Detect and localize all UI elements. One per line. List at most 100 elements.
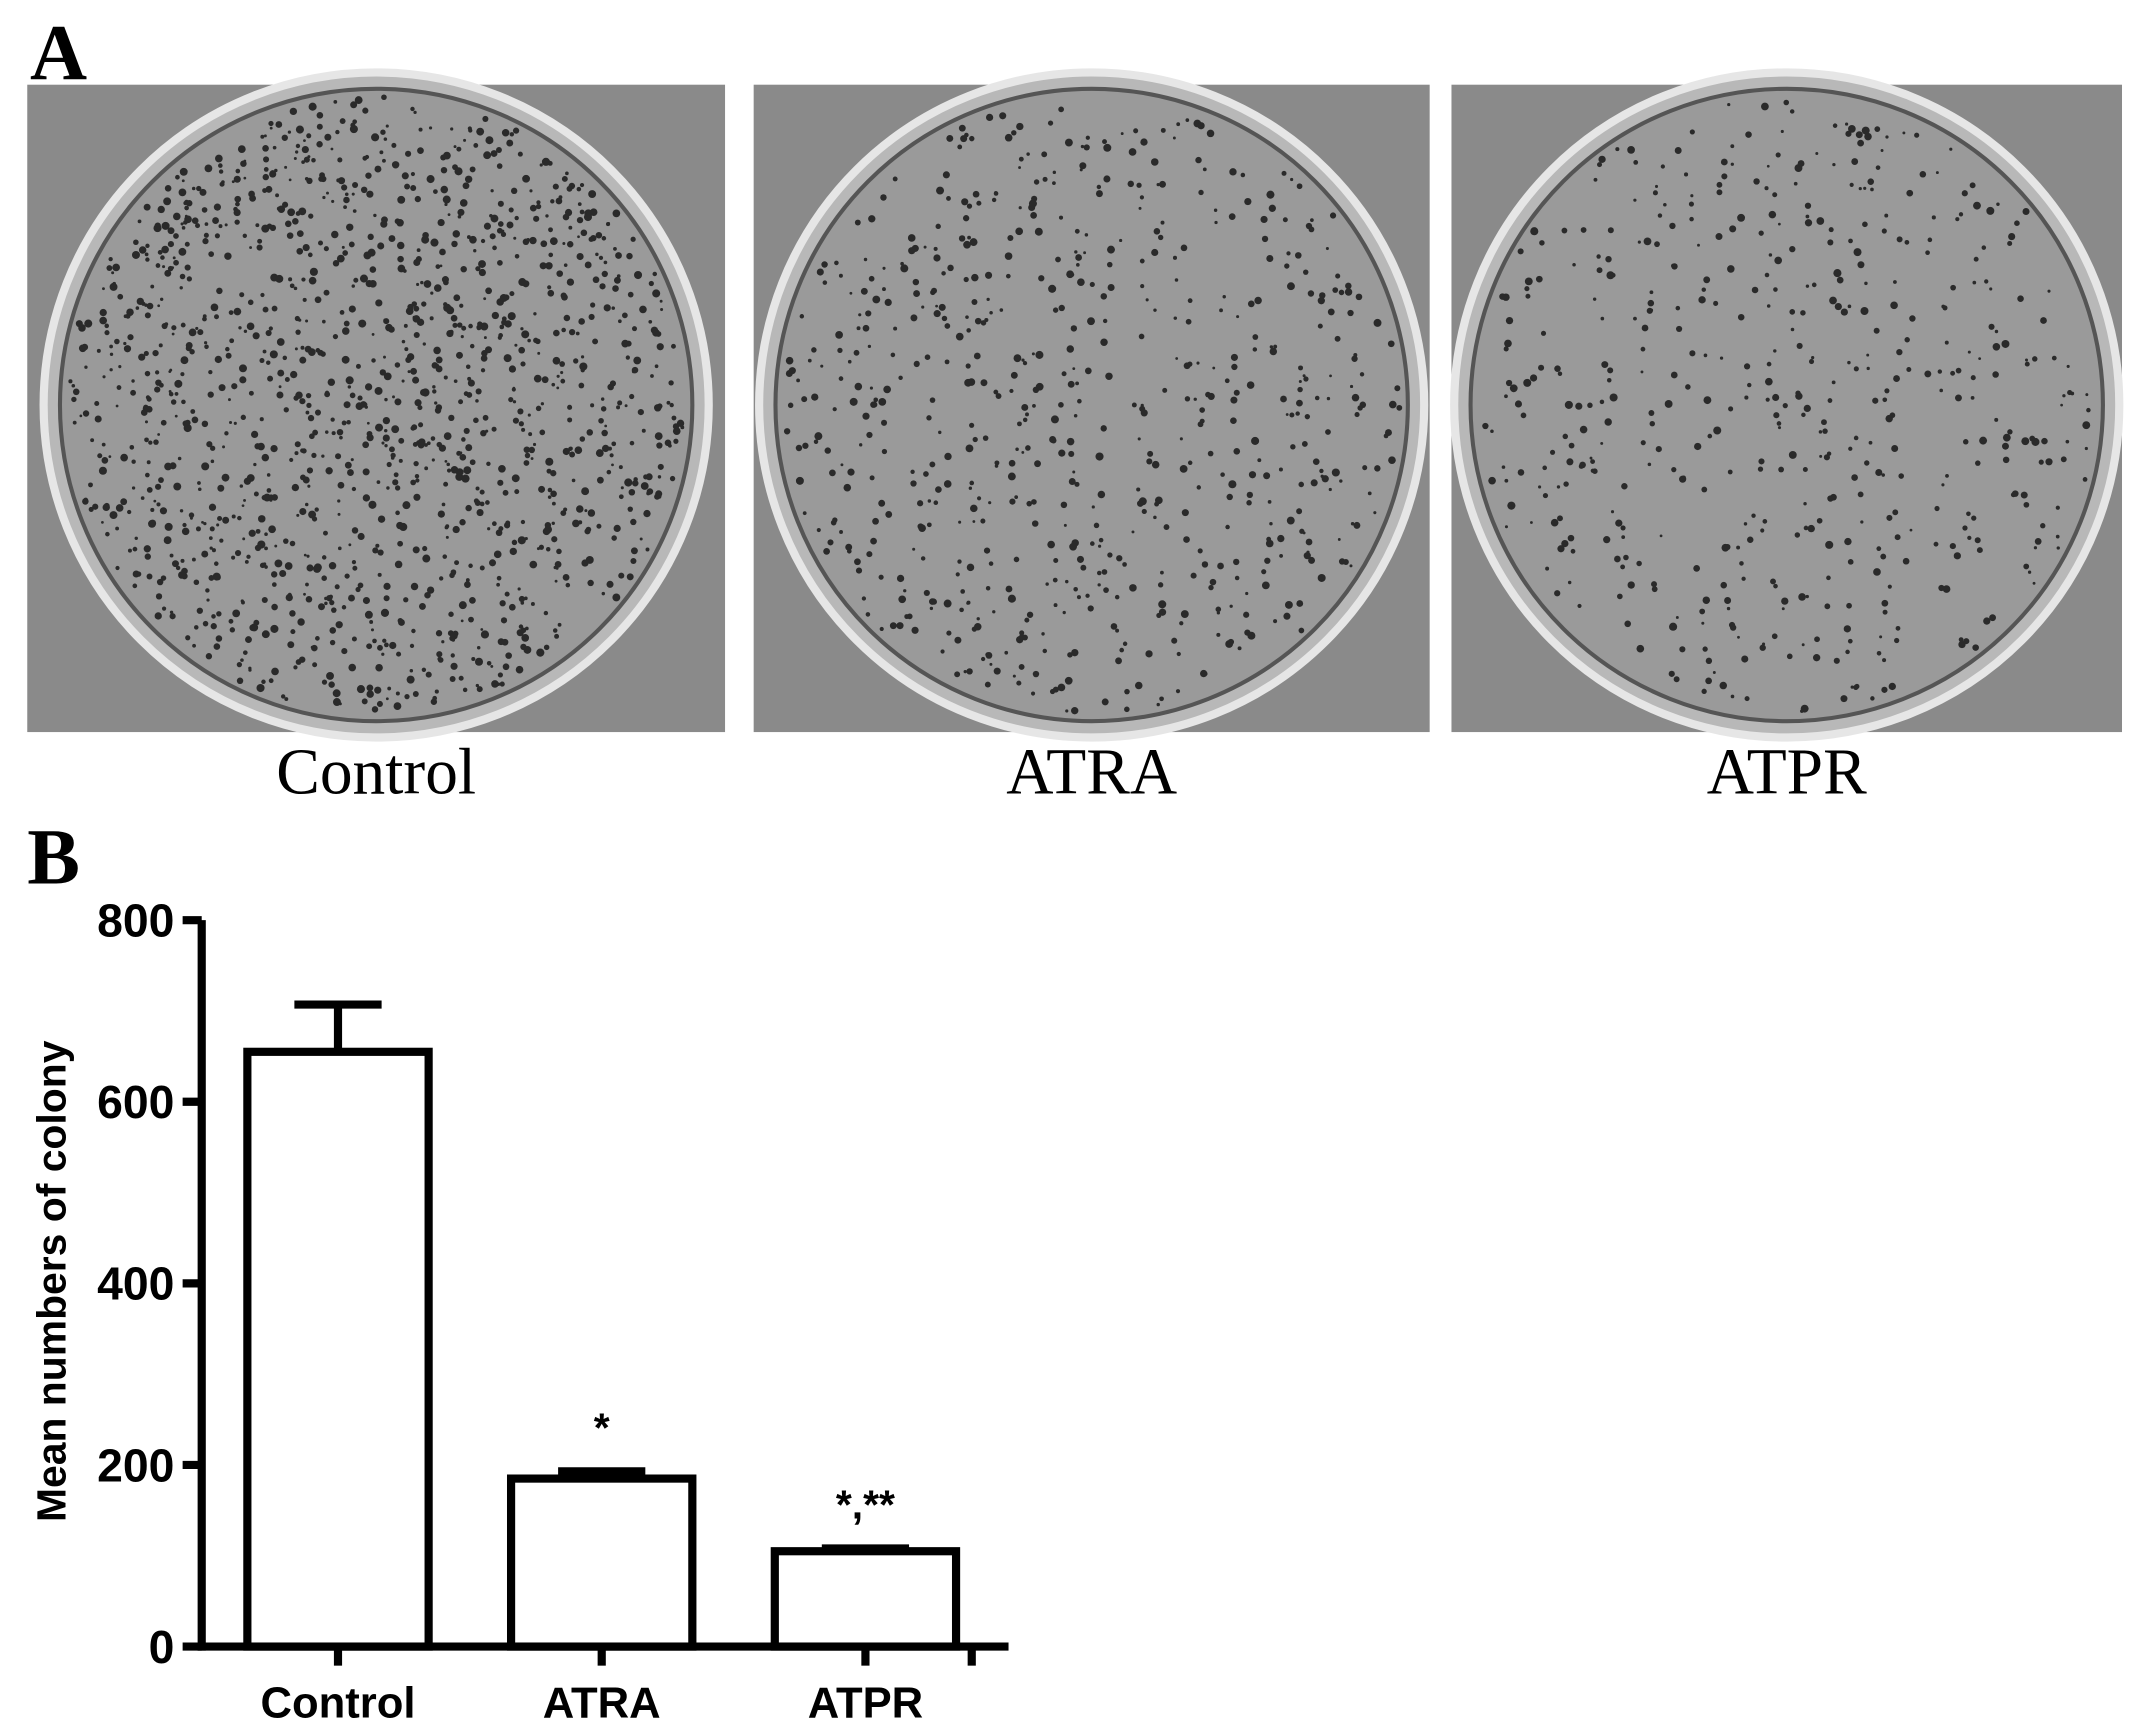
colony bbox=[480, 368, 486, 373]
colony bbox=[1261, 235, 1269, 243]
colony bbox=[562, 213, 570, 221]
colony bbox=[581, 487, 590, 496]
colony bbox=[108, 455, 112, 459]
colony bbox=[296, 513, 300, 517]
colony bbox=[2002, 456, 2010, 464]
colony bbox=[1880, 553, 1887, 560]
colony bbox=[327, 378, 336, 386]
colony bbox=[449, 676, 456, 682]
colony bbox=[615, 252, 622, 259]
colony bbox=[1561, 227, 1568, 234]
colony bbox=[341, 355, 350, 364]
colony bbox=[239, 376, 247, 384]
colony bbox=[1216, 632, 1221, 637]
colony bbox=[264, 532, 268, 537]
colony bbox=[373, 213, 377, 218]
colony bbox=[307, 484, 311, 488]
colony bbox=[1624, 620, 1632, 628]
colony bbox=[1217, 562, 1224, 570]
colony bbox=[169, 613, 176, 620]
colony bbox=[1096, 184, 1102, 190]
colony bbox=[630, 557, 637, 564]
colony bbox=[1505, 379, 1513, 387]
colony bbox=[621, 339, 629, 348]
colony bbox=[1140, 403, 1144, 407]
colony bbox=[143, 203, 151, 211]
colony bbox=[246, 322, 255, 331]
colony bbox=[1248, 471, 1257, 479]
colony bbox=[441, 640, 445, 644]
colony bbox=[520, 361, 526, 367]
colony bbox=[382, 638, 387, 643]
colony bbox=[474, 657, 484, 666]
colony bbox=[1773, 412, 1780, 419]
colony bbox=[1966, 511, 1971, 517]
colony bbox=[255, 223, 260, 228]
colony bbox=[1049, 436, 1057, 443]
colony bbox=[576, 186, 582, 192]
colony bbox=[430, 291, 434, 295]
colony bbox=[129, 445, 135, 450]
colony bbox=[450, 466, 459, 474]
colony bbox=[1542, 465, 1548, 471]
colony bbox=[457, 322, 463, 328]
colony bbox=[1879, 635, 1883, 639]
colony bbox=[1860, 307, 1869, 316]
colony bbox=[1971, 515, 1977, 521]
colony bbox=[436, 651, 443, 658]
colony bbox=[1832, 123, 1838, 128]
colony bbox=[1488, 476, 1496, 485]
colony bbox=[401, 172, 409, 180]
colony bbox=[1774, 256, 1783, 265]
bar bbox=[506, 1474, 697, 1651]
colony bbox=[606, 469, 612, 475]
colony bbox=[982, 435, 989, 441]
colony bbox=[1184, 396, 1191, 402]
colony bbox=[274, 544, 278, 548]
colony bbox=[1049, 688, 1056, 695]
colony bbox=[885, 511, 893, 518]
colony bbox=[1504, 525, 1508, 529]
colony bbox=[172, 256, 176, 260]
colony bbox=[94, 415, 102, 423]
colony bbox=[1851, 158, 1859, 165]
colony bbox=[963, 240, 971, 249]
colony bbox=[414, 195, 421, 203]
colony bbox=[212, 572, 221, 581]
colony bbox=[1775, 152, 1781, 158]
colony bbox=[1266, 536, 1272, 542]
colony bbox=[1124, 688, 1130, 695]
colony bbox=[439, 264, 443, 268]
colony bbox=[1264, 557, 1271, 564]
colony bbox=[1825, 540, 1834, 549]
colony bbox=[1523, 378, 1532, 387]
colony bbox=[1083, 251, 1087, 255]
colony bbox=[379, 150, 384, 155]
colony bbox=[1747, 536, 1754, 543]
colony bbox=[1080, 144, 1085, 149]
colony bbox=[234, 219, 240, 225]
colony bbox=[1542, 492, 1549, 499]
colony bbox=[132, 583, 138, 589]
colony bbox=[600, 406, 607, 412]
colony bbox=[496, 682, 501, 686]
colony bbox=[1826, 575, 1831, 581]
colony bbox=[1159, 180, 1166, 188]
colony bbox=[261, 224, 270, 233]
colony bbox=[1557, 545, 1565, 553]
colony bbox=[1273, 344, 1278, 349]
colony bbox=[1244, 197, 1252, 206]
colony bbox=[204, 222, 209, 226]
colony bbox=[366, 430, 373, 437]
colony bbox=[201, 207, 208, 213]
colony bbox=[627, 291, 634, 298]
colony bbox=[104, 330, 110, 336]
colony bbox=[271, 603, 278, 611]
colony bbox=[1730, 144, 1735, 149]
colony bbox=[1230, 417, 1237, 425]
colony bbox=[983, 547, 991, 554]
colony bbox=[1815, 152, 1819, 156]
colony bbox=[1590, 459, 1596, 465]
colony bbox=[963, 276, 969, 283]
colony bbox=[1287, 282, 1295, 291]
